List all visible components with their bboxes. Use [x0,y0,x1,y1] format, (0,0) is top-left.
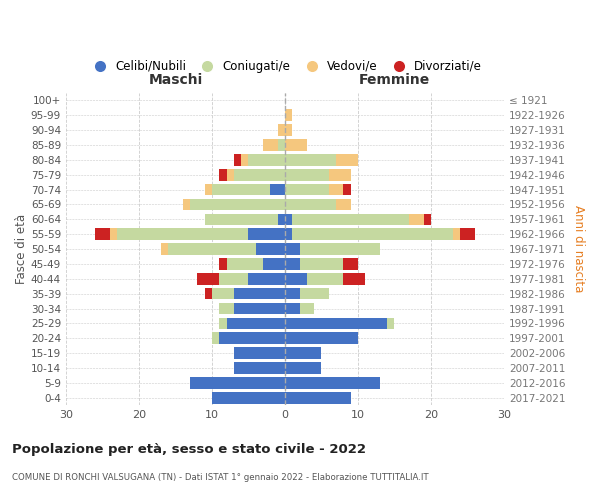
Bar [161,244,168,255]
Bar [234,288,285,300]
Bar [263,258,285,270]
Bar [234,302,285,314]
Bar [453,228,460,240]
Bar [278,124,285,136]
Bar [285,184,329,196]
Text: Femmine: Femmine [359,73,430,87]
Bar [197,273,219,284]
Bar [212,392,285,404]
Bar [205,288,212,300]
Bar [307,273,343,284]
Bar [248,228,285,240]
Bar [285,318,387,329]
Bar [285,258,299,270]
Bar [234,362,285,374]
Bar [271,184,285,196]
Bar [234,348,285,359]
Bar [117,228,248,240]
Bar [227,258,263,270]
Bar [248,273,285,284]
Bar [329,184,343,196]
Bar [256,244,285,255]
Y-axis label: Fasce di età: Fasce di età [15,214,28,284]
Bar [460,228,475,240]
Bar [299,258,343,270]
Bar [234,154,241,166]
Bar [219,332,285,344]
Bar [285,392,350,404]
Text: Popolazione per età, sesso e stato civile - 2022: Popolazione per età, sesso e stato civil… [12,442,366,456]
Bar [299,302,314,314]
Bar [234,169,285,180]
Bar [409,214,424,225]
Bar [285,332,358,344]
Legend: Celibi/Nubili, Coniugati/e, Vedovi/e, Divorziati/e: Celibi/Nubili, Coniugati/e, Vedovi/e, Di… [83,55,487,78]
Bar [212,184,271,196]
Text: Maschi: Maschi [148,73,203,87]
Bar [343,273,365,284]
Y-axis label: Anni di nascita: Anni di nascita [572,206,585,293]
Bar [285,169,329,180]
Bar [285,288,299,300]
Bar [285,228,292,240]
Bar [285,302,299,314]
Bar [329,169,350,180]
Bar [336,154,358,166]
Bar [95,228,110,240]
Bar [285,110,292,121]
Bar [212,332,219,344]
Bar [110,228,117,240]
Bar [227,318,285,329]
Bar [205,214,278,225]
Bar [285,154,336,166]
Bar [292,214,409,225]
Bar [212,288,234,300]
Bar [292,228,453,240]
Bar [205,184,212,196]
Bar [168,244,256,255]
Bar [285,124,292,136]
Bar [241,154,248,166]
Bar [285,244,299,255]
Bar [285,139,307,151]
Bar [424,214,431,225]
Bar [219,273,248,284]
Bar [190,377,285,388]
Bar [248,154,285,166]
Bar [343,258,358,270]
Bar [183,198,190,210]
Bar [263,139,278,151]
Bar [299,288,329,300]
Bar [343,184,350,196]
Bar [285,273,307,284]
Bar [285,348,322,359]
Bar [227,169,234,180]
Bar [285,377,380,388]
Bar [285,214,292,225]
Bar [299,244,380,255]
Bar [278,139,285,151]
Bar [219,258,227,270]
Bar [219,302,234,314]
Bar [219,318,227,329]
Bar [219,169,227,180]
Bar [285,362,322,374]
Bar [278,214,285,225]
Bar [285,198,336,210]
Bar [387,318,394,329]
Text: COMUNE DI RONCHI VALSUGANA (TN) - Dati ISTAT 1° gennaio 2022 - Elaborazione TUTT: COMUNE DI RONCHI VALSUGANA (TN) - Dati I… [12,472,428,482]
Bar [190,198,285,210]
Bar [336,198,350,210]
